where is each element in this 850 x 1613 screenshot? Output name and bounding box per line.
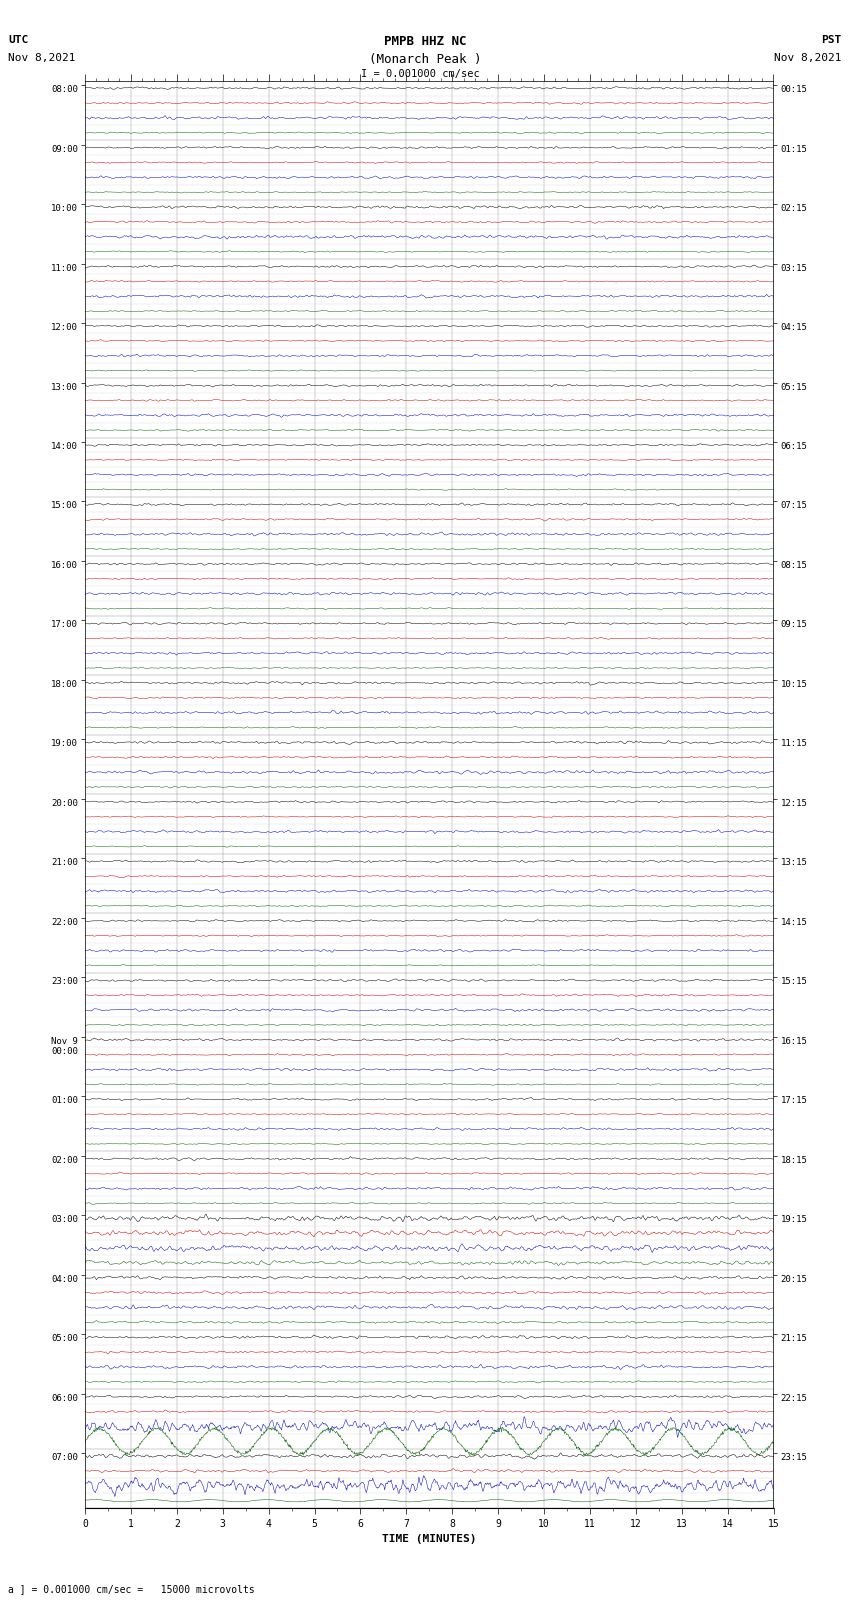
Text: a ] = 0.001000 cm/sec =   15000 microvolts: a ] = 0.001000 cm/sec = 15000 microvolts: [8, 1584, 255, 1594]
Text: (Monarch Peak ): (Monarch Peak ): [369, 53, 481, 66]
Text: UTC: UTC: [8, 35, 29, 45]
Text: Nov 8,2021: Nov 8,2021: [774, 53, 842, 63]
Text: PMPB HHZ NC: PMPB HHZ NC: [383, 35, 467, 48]
Text: PST: PST: [821, 35, 842, 45]
Text: Nov 8,2021: Nov 8,2021: [8, 53, 76, 63]
Text: I = 0.001000 cm/sec: I = 0.001000 cm/sec: [361, 69, 480, 79]
X-axis label: TIME (MINUTES): TIME (MINUTES): [382, 1534, 477, 1544]
